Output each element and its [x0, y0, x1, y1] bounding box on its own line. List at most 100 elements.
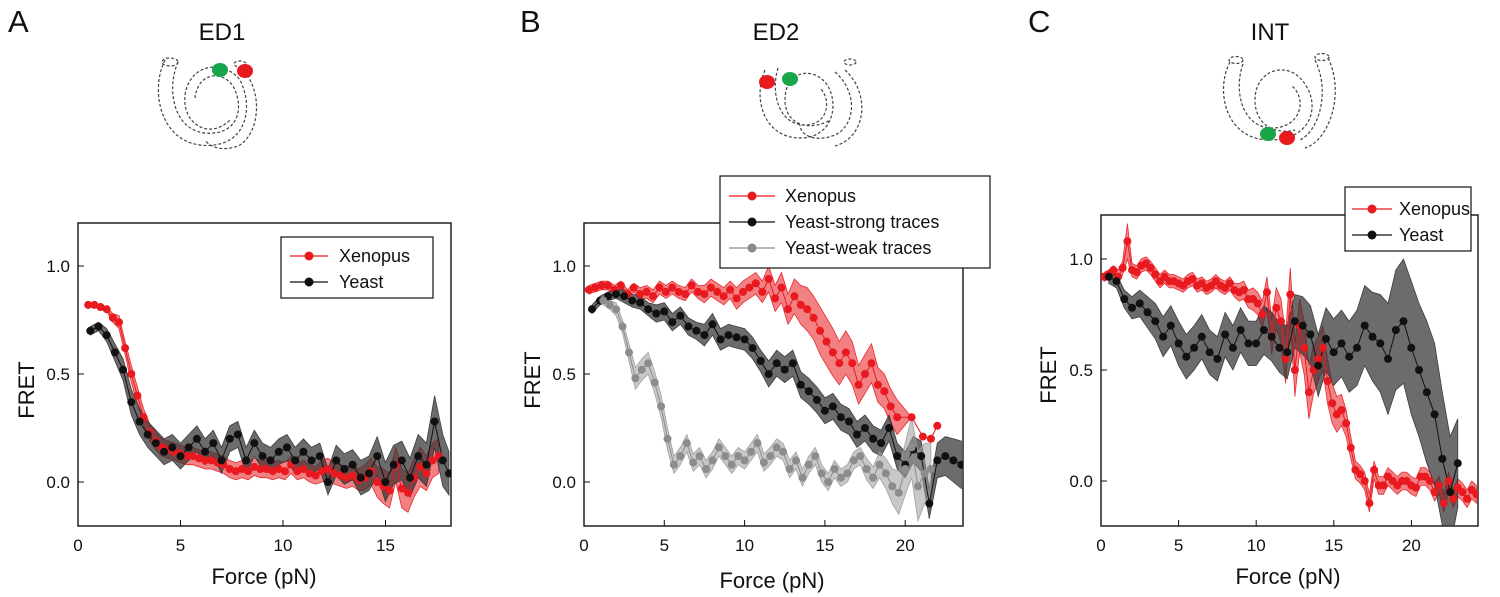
y-tick-label-b-05: 0.5 [552, 365, 576, 384]
data-point-b-yeast-strong-traces [957, 460, 963, 469]
data-point-b-xenopus [642, 287, 651, 296]
data-point-c-yeast [1190, 343, 1199, 352]
data-point-c-yeast [1143, 308, 1152, 317]
data-point-b-xenopus [907, 413, 916, 422]
data-point-b-yeast-strong-traces [941, 452, 950, 461]
legend-a: Xenopus Yeast [280, 236, 434, 299]
data-point-a-xenopus [182, 452, 191, 461]
x-tick-label-a-10: 10 [274, 536, 293, 555]
data-point-a-xenopus [262, 465, 271, 473]
data-point-a-yeast [307, 456, 316, 465]
data-point-a-yeast [119, 365, 128, 374]
data-point-b-yeast-strong-traces [612, 290, 621, 299]
y-tick-label-c-0: 0.0 [1069, 472, 1093, 491]
data-point-b-yeast-weak-traces [650, 378, 659, 387]
legend-box-c [1344, 186, 1472, 252]
data-point-c-xenopus [1225, 279, 1234, 288]
data-point-c-xenopus [1277, 317, 1285, 326]
legend-marker-c-xenopus [1367, 204, 1377, 214]
data-point-c-xenopus [1118, 263, 1127, 272]
error-band-b-yeast-strong-traces [591, 289, 962, 519]
data-point-b-yeast-strong-traces [676, 311, 685, 320]
data-point-c-yeast [1322, 334, 1330, 343]
data-point-a-yeast [397, 456, 406, 465]
data-point-b-yeast-strong-traces [861, 424, 869, 432]
data-point-b-xenopus [809, 313, 818, 322]
data-point-c-yeast [1166, 321, 1175, 330]
data-point-a-yeast [86, 326, 95, 335]
legend-b: Xenopus Yeast-strong traces Yeast-weak t… [719, 175, 991, 269]
data-point-b-yeast-weak-traces [631, 374, 640, 383]
data-point-b-yeast-strong-traces [724, 331, 733, 340]
data-point-a-yeast [250, 439, 259, 448]
data-point-c-xenopus [1472, 490, 1478, 499]
data-point-a-yeast [438, 456, 447, 465]
data-point-a-xenopus [348, 471, 357, 480]
data-point-b-yeast-weak-traces [708, 456, 717, 465]
data-point-c-yeast [1407, 343, 1416, 352]
data-point-b-yeast-strong-traces [588, 305, 596, 314]
data-point-c-yeast [1422, 388, 1431, 397]
data-point-a-xenopus [207, 456, 216, 465]
data-point-b-xenopus [893, 413, 902, 422]
x-tick-label-a-15: 15 [376, 536, 395, 555]
data-point-b-xenopus [751, 279, 760, 288]
data-point-c-yeast [1104, 272, 1113, 281]
data-point-a-xenopus [330, 469, 339, 478]
data-point-c-xenopus [1253, 299, 1262, 308]
data-point-a-yeast [324, 478, 332, 486]
data-point-b-yeast-weak-traces [798, 473, 807, 482]
x-tick-label-c-5: 5 [1174, 536, 1183, 555]
data-point-c-xenopus [1379, 481, 1388, 490]
data-point-b-yeast-weak-traces [817, 469, 826, 478]
y-tick-label-a-1: 1.0 [46, 257, 70, 276]
data-point-b-yeast-strong-traces [949, 456, 958, 465]
legend-label-a-xenopus: Xenopus [339, 246, 410, 266]
data-point-c-yeast [1128, 303, 1136, 312]
data-point-b-yeast-strong-traces [756, 357, 765, 365]
y-tick-label-c-05: 0.5 [1069, 361, 1093, 380]
y-ticks-c: 0.0 0.5 1.0 [1069, 250, 1107, 491]
data-point-b-yeast-strong-traces [628, 296, 637, 305]
donor-dye-a [212, 63, 228, 77]
data-point-c-yeast [1283, 348, 1292, 357]
data-point-a-yeast [258, 452, 267, 461]
x-ticks-c: 0 5 10 15 20 [1096, 520, 1421, 555]
data-point-c-xenopus [1360, 477, 1369, 485]
data-point-b-xenopus [854, 380, 863, 389]
data-point-b-xenopus [739, 287, 747, 296]
condition-title-c: INT [1251, 19, 1290, 46]
data-point-b-yeast-strong-traces [660, 307, 669, 316]
data-point-c-yeast [1267, 332, 1276, 341]
data-point-a-yeast [209, 439, 218, 448]
data-point-b-xenopus [933, 421, 942, 430]
data-point-c-yeast [1135, 299, 1144, 308]
x-ticks-a: 0 5 10 15 [73, 520, 395, 555]
data-point-b-yeast-weak-traces [727, 460, 736, 469]
data-point-c-xenopus [1411, 483, 1420, 492]
data-point-a-xenopus [317, 467, 326, 476]
data-point-b-xenopus [732, 294, 741, 303]
data-point-b-yeast-strong-traces [917, 452, 926, 461]
data-point-b-xenopus [861, 370, 869, 378]
legend-label-b-xenopus: Xenopus [785, 186, 856, 206]
data-point-b-yeast-weak-traces [856, 452, 865, 461]
data-point-a-xenopus [397, 484, 406, 493]
data-point-c-xenopus [1370, 465, 1379, 474]
data-point-b-xenopus [816, 326, 825, 335]
data-point-c-yeast [1221, 330, 1230, 339]
data-point-a-yeast [356, 473, 365, 482]
data-point-b-xenopus [758, 287, 767, 296]
data-point-c-xenopus [1290, 366, 1299, 374]
data-point-a-xenopus [385, 486, 394, 495]
data-point-b-yeast-weak-traces [637, 365, 646, 374]
data-point-b-yeast-strong-traces [853, 430, 861, 439]
panel-a: A ED1 0 5 10 15 [8, 4, 452, 589]
data-point-b-yeast-strong-traces [828, 402, 837, 411]
data-point-c-xenopus [1239, 286, 1248, 295]
data-point-a-xenopus [238, 465, 246, 473]
data-point-c-yeast [1329, 348, 1338, 357]
donor-dye-b [782, 72, 798, 86]
data-point-b-yeast-strong-traces [740, 335, 749, 344]
